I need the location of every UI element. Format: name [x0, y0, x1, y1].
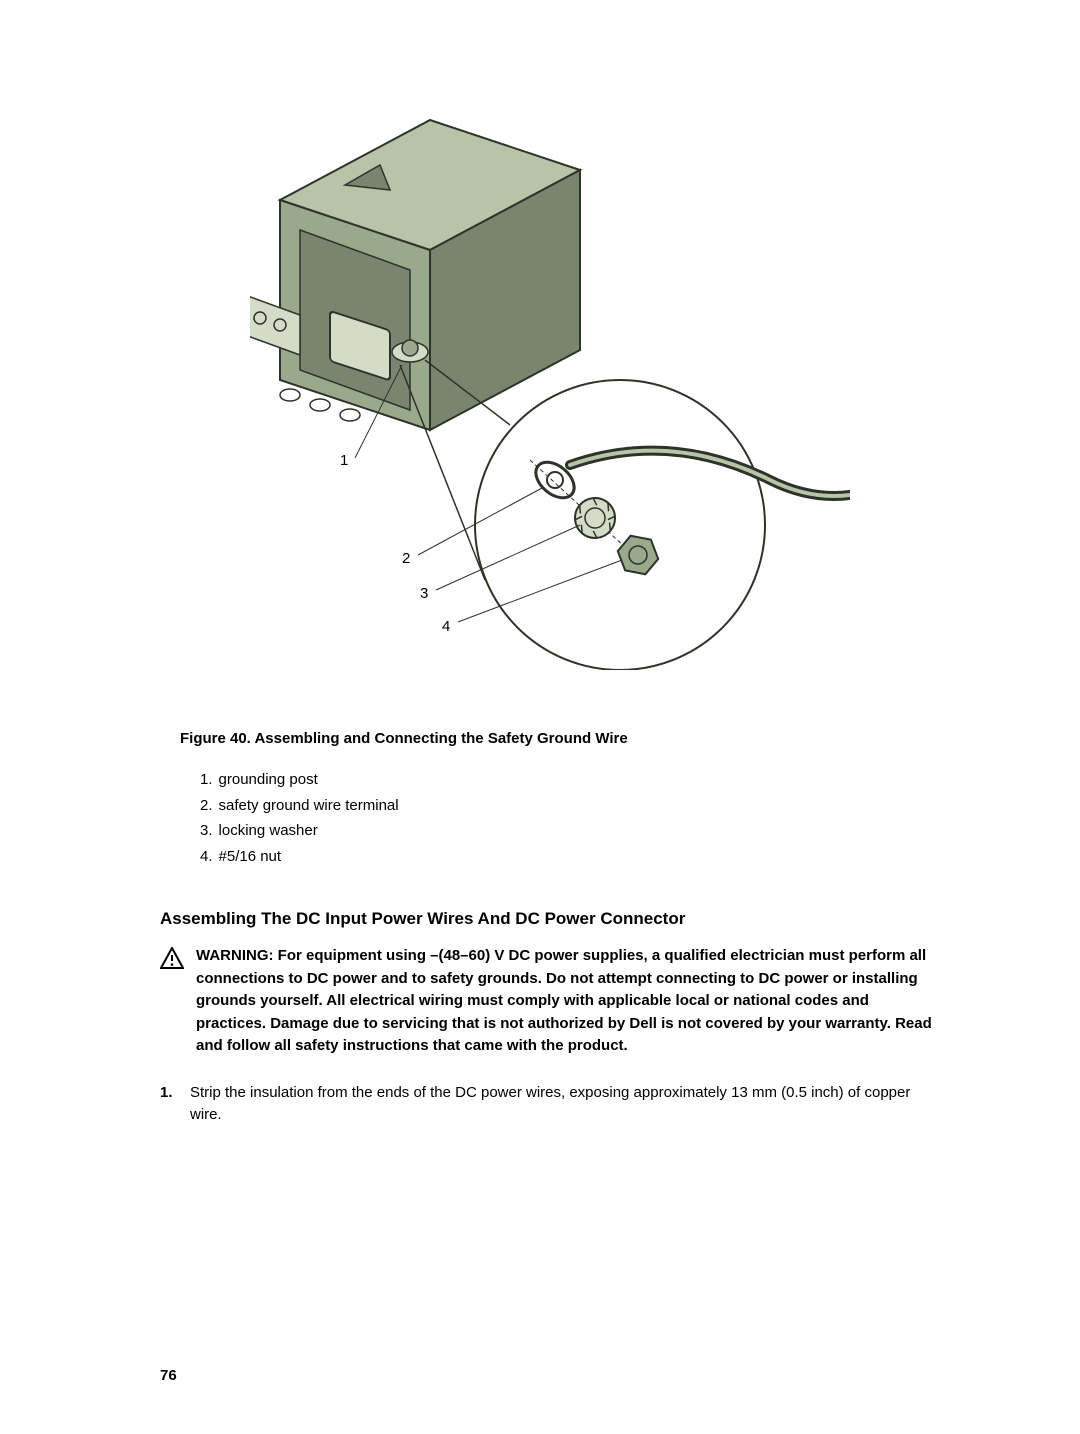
warning-text: WARNING: For equipment using –(48–60) V …: [196, 945, 940, 1058]
figure-legend: 1. grounding post 2. safety ground wire …: [200, 767, 940, 869]
legend-label: safety ground wire terminal: [219, 793, 399, 819]
section-heading: Assembling The DC Input Power Wires And …: [160, 909, 940, 929]
legend-item: 3. locking washer: [200, 818, 940, 844]
legend-num: 1.: [200, 767, 213, 793]
step-item: 1. Strip the insulation from the ends of…: [160, 1082, 940, 1127]
figure-diagram: 1 2 3 4: [250, 100, 850, 670]
warning-block: WARNING: For equipment using –(48–60) V …: [160, 945, 940, 1058]
technical-diagram: [250, 100, 850, 670]
figure-caption: Figure 40. Assembling and Connecting the…: [180, 730, 940, 747]
warning-icon: [160, 947, 190, 1058]
legend-label: #5/16 nut: [219, 844, 282, 870]
step-list: 1. Strip the insulation from the ends of…: [160, 1082, 940, 1127]
step-text: Strip the insulation from the ends of th…: [190, 1082, 940, 1127]
callout-1: 1: [340, 452, 348, 469]
callout-2: 2: [402, 550, 410, 567]
legend-label: locking washer: [219, 818, 318, 844]
legend-item: 4. #5/16 nut: [200, 844, 940, 870]
legend-num: 3.: [200, 818, 213, 844]
legend-label: grounding post: [219, 767, 318, 793]
step-num: 1.: [160, 1082, 190, 1127]
page-number: 76: [160, 1367, 177, 1384]
legend-item: 1. grounding post: [200, 767, 940, 793]
legend-item: 2. safety ground wire terminal: [200, 793, 940, 819]
callout-4: 4: [442, 618, 450, 635]
legend-num: 2.: [200, 793, 213, 819]
legend-num: 4.: [200, 844, 213, 870]
callout-3: 3: [420, 585, 428, 602]
